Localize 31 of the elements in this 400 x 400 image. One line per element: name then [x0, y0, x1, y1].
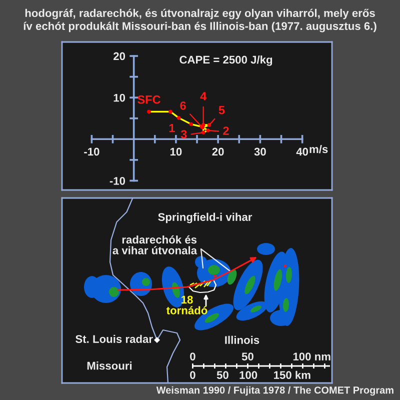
text: Weisman 1990 / Fujita 1978 / The COMET Program [156, 386, 394, 396]
text: radarechók és a vihar útvonala [112, 235, 198, 254]
x-axis-title: m/s [310, 144, 328, 154]
annotation: 4 [200, 92, 207, 100]
text: 0 [190, 352, 196, 360]
annotation: 5 [218, 106, 225, 114]
text: 50 [216, 371, 228, 379]
text: Springfield-i vihar [158, 212, 252, 224]
x-tick-label: 10 [170, 148, 182, 156]
annotation: CAPE = 2500 J/kg [180, 55, 272, 66]
x-tick-label: 30 [254, 148, 266, 156]
annotation: 2 [223, 126, 229, 135]
text: 0 [190, 371, 196, 379]
text: Missouri [87, 362, 132, 370]
chart-title: hodográf, radarechók, és útvonalrajz egy olyan viharról, mely erős ív echót produkált Missouri-ban és Illinois-ban (1977. augusztus 6.) [24, 8, 376, 32]
text: 100 [240, 371, 258, 379]
y-tick-label: -10 [110, 176, 126, 185]
text: St. Louis radar [76, 334, 153, 343]
x-tick-label: 40 [296, 148, 308, 156]
annotation: 1 [169, 124, 175, 132]
annotation: 3 [180, 130, 187, 138]
text: 50 [242, 352, 254, 360]
annotation: 6 [180, 101, 186, 110]
text: Illinois [225, 336, 260, 344]
x-tick-label: -10 [84, 148, 100, 156]
text: 100 nm [293, 352, 330, 360]
y-tick-label: 10 [114, 94, 126, 102]
y-tick-label: 20 [114, 52, 126, 60]
text: 150 km [274, 370, 310, 379]
annotation: SFC [138, 95, 160, 104]
x-tick-label: 20 [212, 148, 224, 156]
